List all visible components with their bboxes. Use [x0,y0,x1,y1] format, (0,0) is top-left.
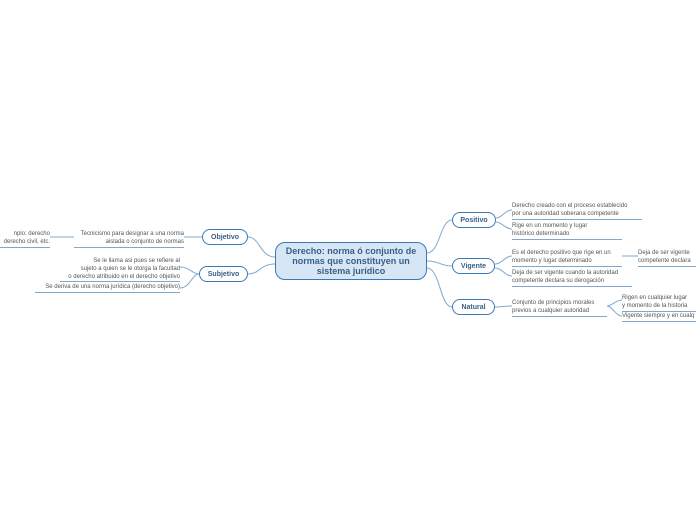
leaf-line: Es el derecho positivo que rige en un [512,250,622,258]
leaf-vigente-8[interactable]: Deja de ser vigente cuando la autoridadc… [512,270,632,287]
connector [607,306,622,316]
leaf-positivo-5[interactable]: Rige en un momento y lugarhistórico dete… [512,223,622,240]
leaf-line: Deja de ser vigente [638,250,696,258]
leaf-line: Rigen en cualquier lugar [622,295,696,303]
branch-positivo[interactable]: Positivo [452,212,496,228]
leaf-objetivo-1[interactable]: nplo: derechoderecho civil, etc. [0,231,50,248]
branch-natural[interactable]: Natural [452,299,495,315]
leaf-line: Conjunto de principios morales [512,300,607,308]
branch-label: Positivo [460,217,487,224]
leaf-line: Vigente siempre y en cualq [622,313,696,321]
branch-objetivo[interactable]: Objetivo [202,229,248,245]
leaf-line: previos a cualquier autoridad [512,308,607,316]
leaf-natural-9[interactable]: Conjunto de principios moralesprevios a … [512,300,607,317]
leaf-line: momento y lugar determinado [512,258,622,266]
central-label: Derecho: norma ó conjunto de normas que … [284,246,418,276]
connector [427,261,452,266]
leaf-positivo-4[interactable]: Derecho creado con el proceso establecid… [512,203,642,220]
branch-vigente[interactable]: Vigente [452,258,495,274]
leaf-line: Se le llama asi pues se refiere al [60,258,180,266]
connector [607,300,622,306]
leaf-line: histórico determinado [512,231,622,239]
connector [427,220,452,253]
leaf-objetivo-0[interactable]: Tecnicismo para designar a una normaaisl… [74,231,184,248]
leaf-line: y momento de la historia [622,303,696,311]
leaf-line: nplo: derecho [0,231,50,239]
leaf-line: o derecho atribuido en el derecho objeti… [60,274,180,282]
connector [180,267,199,274]
leaf-subjetivo-2[interactable]: Se le llama asi pues se refiere alsujeto… [60,258,180,282]
leaf-vigente-7[interactable]: Deja de ser vigentecompetente declara [638,250,696,267]
leaf-line: Deja de ser vigente cuando la autoridad [512,270,632,278]
leaf-line: Rige en un momento y lugar [512,223,622,231]
branch-label: Vigente [461,263,486,270]
leaf-natural-10[interactable]: Rigen en cualquier lugary momento de la … [622,295,696,312]
leaf-subjetivo-3[interactable]: Se deriva de una norma jurídica (derecho… [35,284,180,293]
connector [248,237,275,257]
leaf-line: derecho civil, etc. [0,239,50,247]
central-node[interactable]: Derecho: norma ó conjunto de normas que … [275,242,427,280]
leaf-line: Derecho creado con el proceso establecid… [512,203,642,211]
branch-label: Natural [461,304,485,311]
leaf-line: Tecnicismo para designar a una norma [74,231,184,239]
leaf-line: competente declara su derogación [512,278,632,286]
leaf-vigente-6[interactable]: Es el derecho positivo que rige en unmom… [512,250,622,267]
leaf-natural-11[interactable]: Vigente siempre y en cualq [622,313,696,322]
branch-subjetivo[interactable]: Subjetivo [199,266,248,282]
connector [496,210,512,218]
leaf-line: por una autoridad soberana competente [512,211,642,219]
branch-label: Objetivo [211,234,239,241]
leaf-line: Se deriva de una norma jurídica (derecho… [35,284,180,292]
connector [496,222,512,229]
connector [180,274,199,288]
connector [427,268,452,307]
leaf-line: competente declara [638,258,696,266]
connector [495,256,512,264]
connector [495,268,512,276]
leaf-line: sujeto a quien se le otorga la facultad [60,266,180,274]
connector [248,264,275,274]
leaf-line: aislada o conjunto de normas [74,239,184,247]
branch-label: Subjetivo [208,271,240,278]
connector [495,306,512,307]
